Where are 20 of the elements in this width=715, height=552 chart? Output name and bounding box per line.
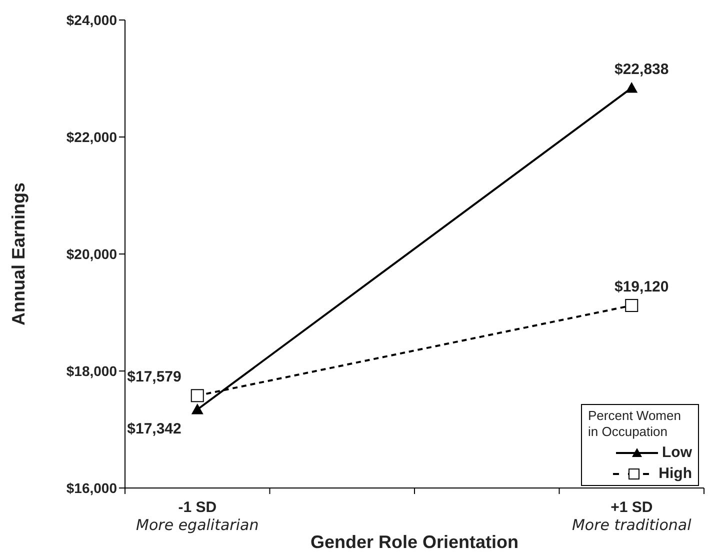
- y-tick-label: $22,000: [66, 128, 118, 145]
- x-tick-label: +1 SD: [610, 499, 653, 516]
- data-label: $17,579: [127, 368, 182, 386]
- text: More egalitarian: [136, 516, 259, 534]
- y-axis-title: Annual Earnings: [8, 182, 28, 326]
- y-tick-label: $24,000: [66, 12, 118, 28]
- data-label: $17,342: [127, 420, 182, 438]
- y-tick-label: $16,000: [66, 480, 118, 496]
- data-label: $22,838: [614, 60, 669, 78]
- point: [625, 298, 638, 312]
- text: More traditional: [572, 516, 692, 534]
- legend-label: Low: [662, 444, 692, 461]
- data-label: $19,120: [614, 278, 669, 296]
- y-tick-label: $20,000: [66, 246, 118, 262]
- point: [190, 389, 204, 402]
- x-tick-label: -1 SD: [178, 499, 217, 516]
- legend-title: Percent Women in Occupation: [588, 408, 682, 440]
- legend-label: High: [658, 465, 692, 482]
- x-axis-title: Gender Role Orientation: [310, 532, 519, 552]
- y-tick-label: $18,000: [66, 362, 118, 379]
